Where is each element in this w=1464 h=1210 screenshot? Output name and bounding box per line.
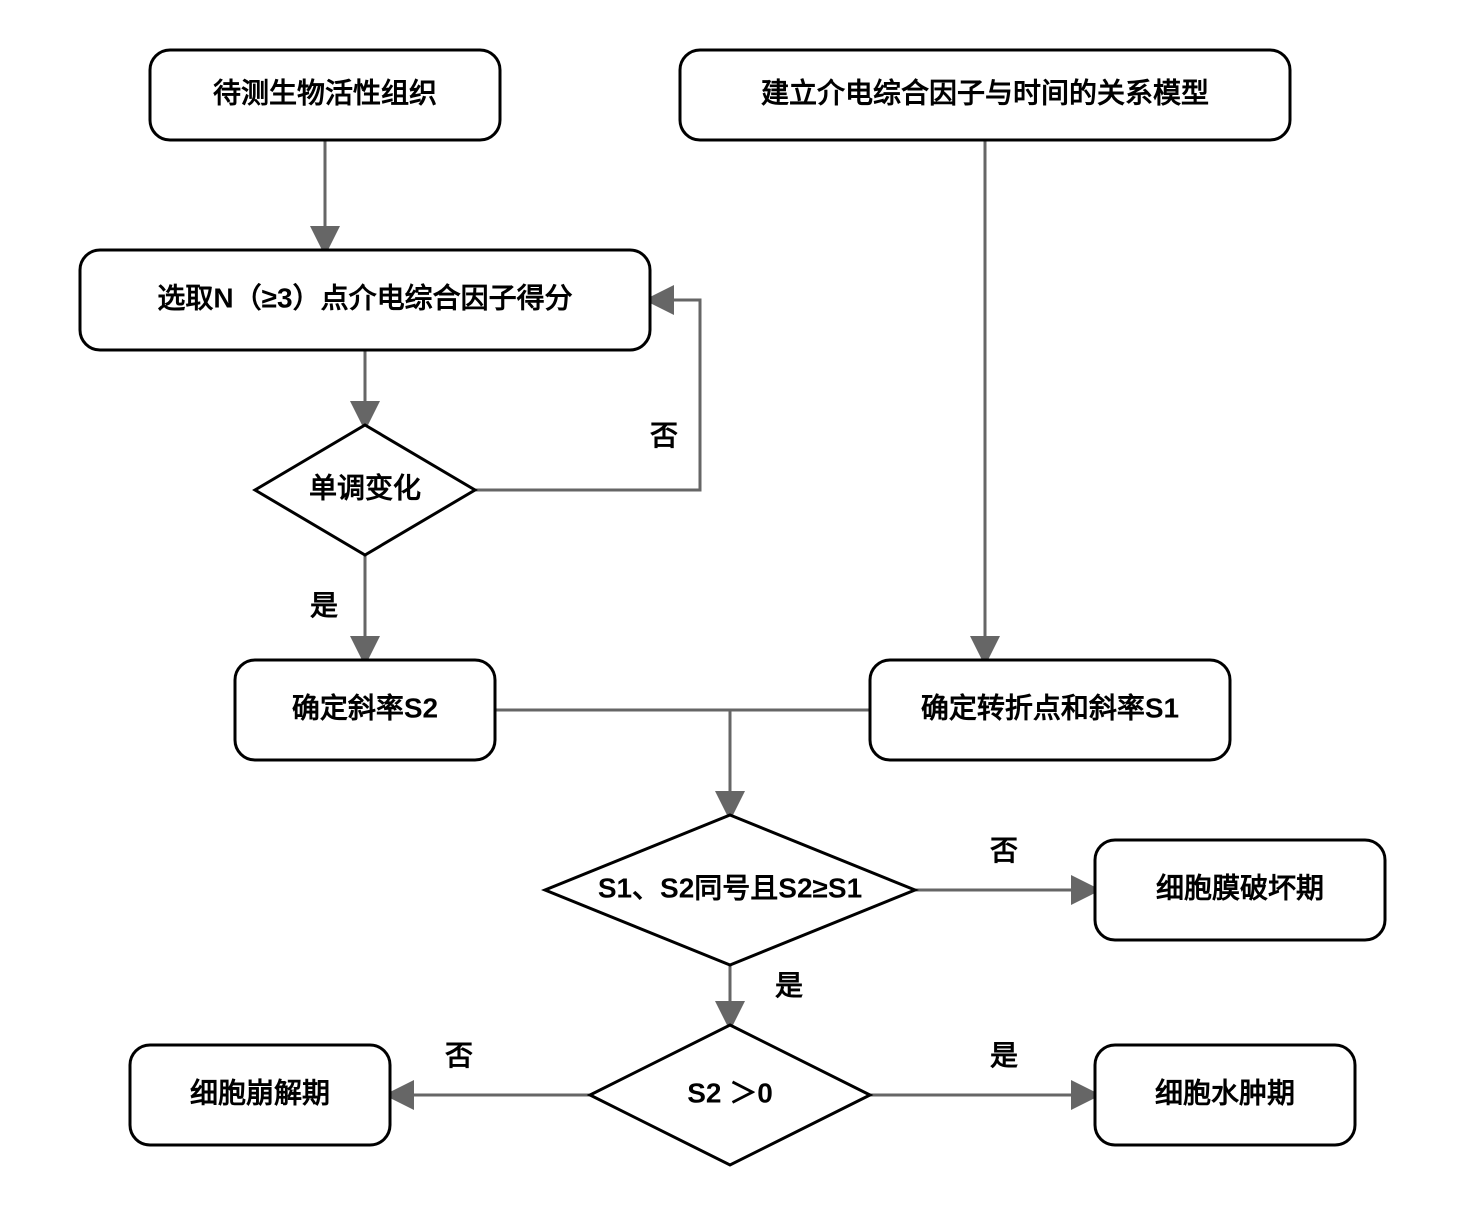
node-label-membrane: 细胞膜破坏期 — [1156, 871, 1324, 903]
node-label-topLeft: 待测生物活性组织 — [213, 77, 437, 108]
edge-label-10: 是 — [990, 1040, 1018, 1071]
flowchart-canvas: 待测生物活性组织 建立介电综合因子与时间的关系模型选取N（≥3）点介电综合因子得分… — [0, 0, 1464, 1210]
node-label-selectN: 选取N（≥3）点介电综合因子得分 — [157, 281, 572, 313]
node-label-cmp: S1、S2同号且S2≥S1 — [598, 872, 862, 903]
node-label-edema: 细胞水肿期 — [1155, 1076, 1295, 1108]
node-s2gt0: S2 ＞0 — [590, 1025, 870, 1165]
edge-label-9: 否 — [445, 1040, 473, 1071]
node-label-collapse: 细胞崩解期 — [190, 1076, 330, 1108]
node-label-s1: 确定转折点和斜率S1 — [921, 691, 1179, 723]
node-cmp: S1、S2同号且S2≥S1 — [545, 815, 915, 965]
node-selectN: 选取N（≥3）点介电综合因子得分 — [80, 250, 650, 350]
node-label-topRight: 建立介电综合因子与时间的关系模型 — [761, 76, 1209, 108]
node-edema: 细胞水肿期 — [1095, 1045, 1355, 1145]
edge-label-4: 是 — [310, 590, 338, 621]
edge-label-8: 是 — [775, 970, 803, 1001]
node-collapse: 细胞崩解期 — [130, 1045, 390, 1145]
node-label-s2: 确定斜率S2 — [292, 691, 438, 723]
node-topRight: 建立介电综合因子与时间的关系模型 — [680, 50, 1290, 140]
node-topLeft: 待测生物活性组织 — [150, 50, 500, 140]
edge-label-3: 否 — [650, 420, 678, 451]
node-label-mono: 单调变化 — [309, 471, 421, 503]
node-membrane: 细胞膜破坏期 — [1095, 840, 1385, 940]
node-s2: 确定斜率S2 — [235, 660, 495, 760]
node-mono: 单调变化 — [255, 425, 475, 555]
node-label-s2gt0: S2 ＞0 — [687, 1077, 773, 1108]
edge-label-7: 否 — [990, 835, 1018, 866]
node-s1: 确定转折点和斜率S1 — [870, 660, 1230, 760]
